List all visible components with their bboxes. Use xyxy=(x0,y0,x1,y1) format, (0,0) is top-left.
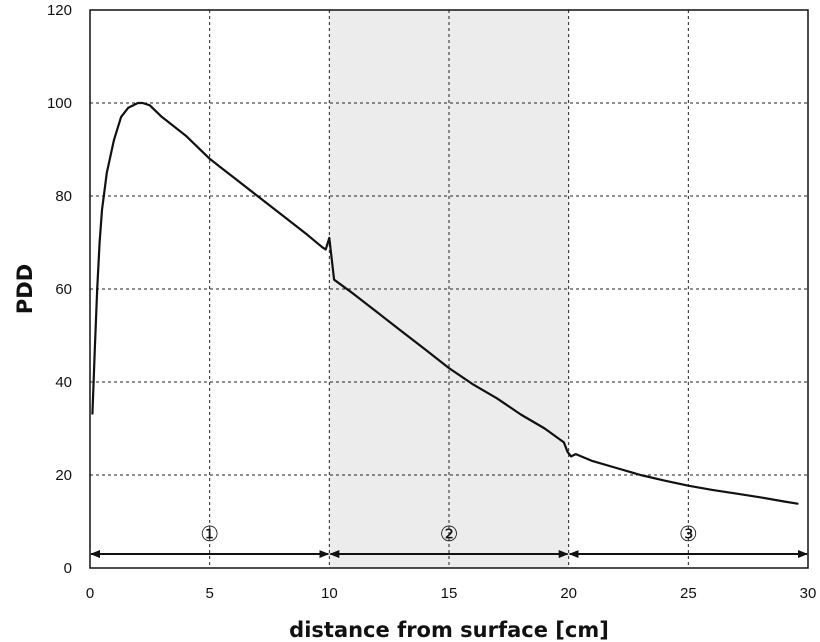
x-tick-label: 25 xyxy=(680,585,697,602)
region-label: ② xyxy=(440,522,459,546)
x-tick-label: 30 xyxy=(800,585,817,602)
y-tick-label: 0 xyxy=(64,560,72,577)
pdd-curve xyxy=(91,101,799,505)
region-label: ① xyxy=(200,522,219,546)
x-tick-label: 20 xyxy=(560,585,577,602)
y-axis-title: PDD xyxy=(13,264,37,314)
y-tick-label: 120 xyxy=(47,2,72,19)
region-label: ③ xyxy=(679,522,698,546)
y-tick-label: 40 xyxy=(55,374,72,391)
plot-frame xyxy=(89,9,809,569)
y-tick-label: 20 xyxy=(55,467,72,484)
x-tick-label: 0 xyxy=(86,585,94,602)
x-tick-label: 10 xyxy=(321,585,338,602)
x-tick-label: 5 xyxy=(205,585,213,602)
x-axis-title: distance from surface [cm] xyxy=(289,618,609,642)
y-tick-label: 80 xyxy=(55,188,72,205)
x-tick-label: 15 xyxy=(441,585,458,602)
y-tick-label: 60 xyxy=(55,281,72,298)
y-tick-label: 100 xyxy=(47,95,72,112)
